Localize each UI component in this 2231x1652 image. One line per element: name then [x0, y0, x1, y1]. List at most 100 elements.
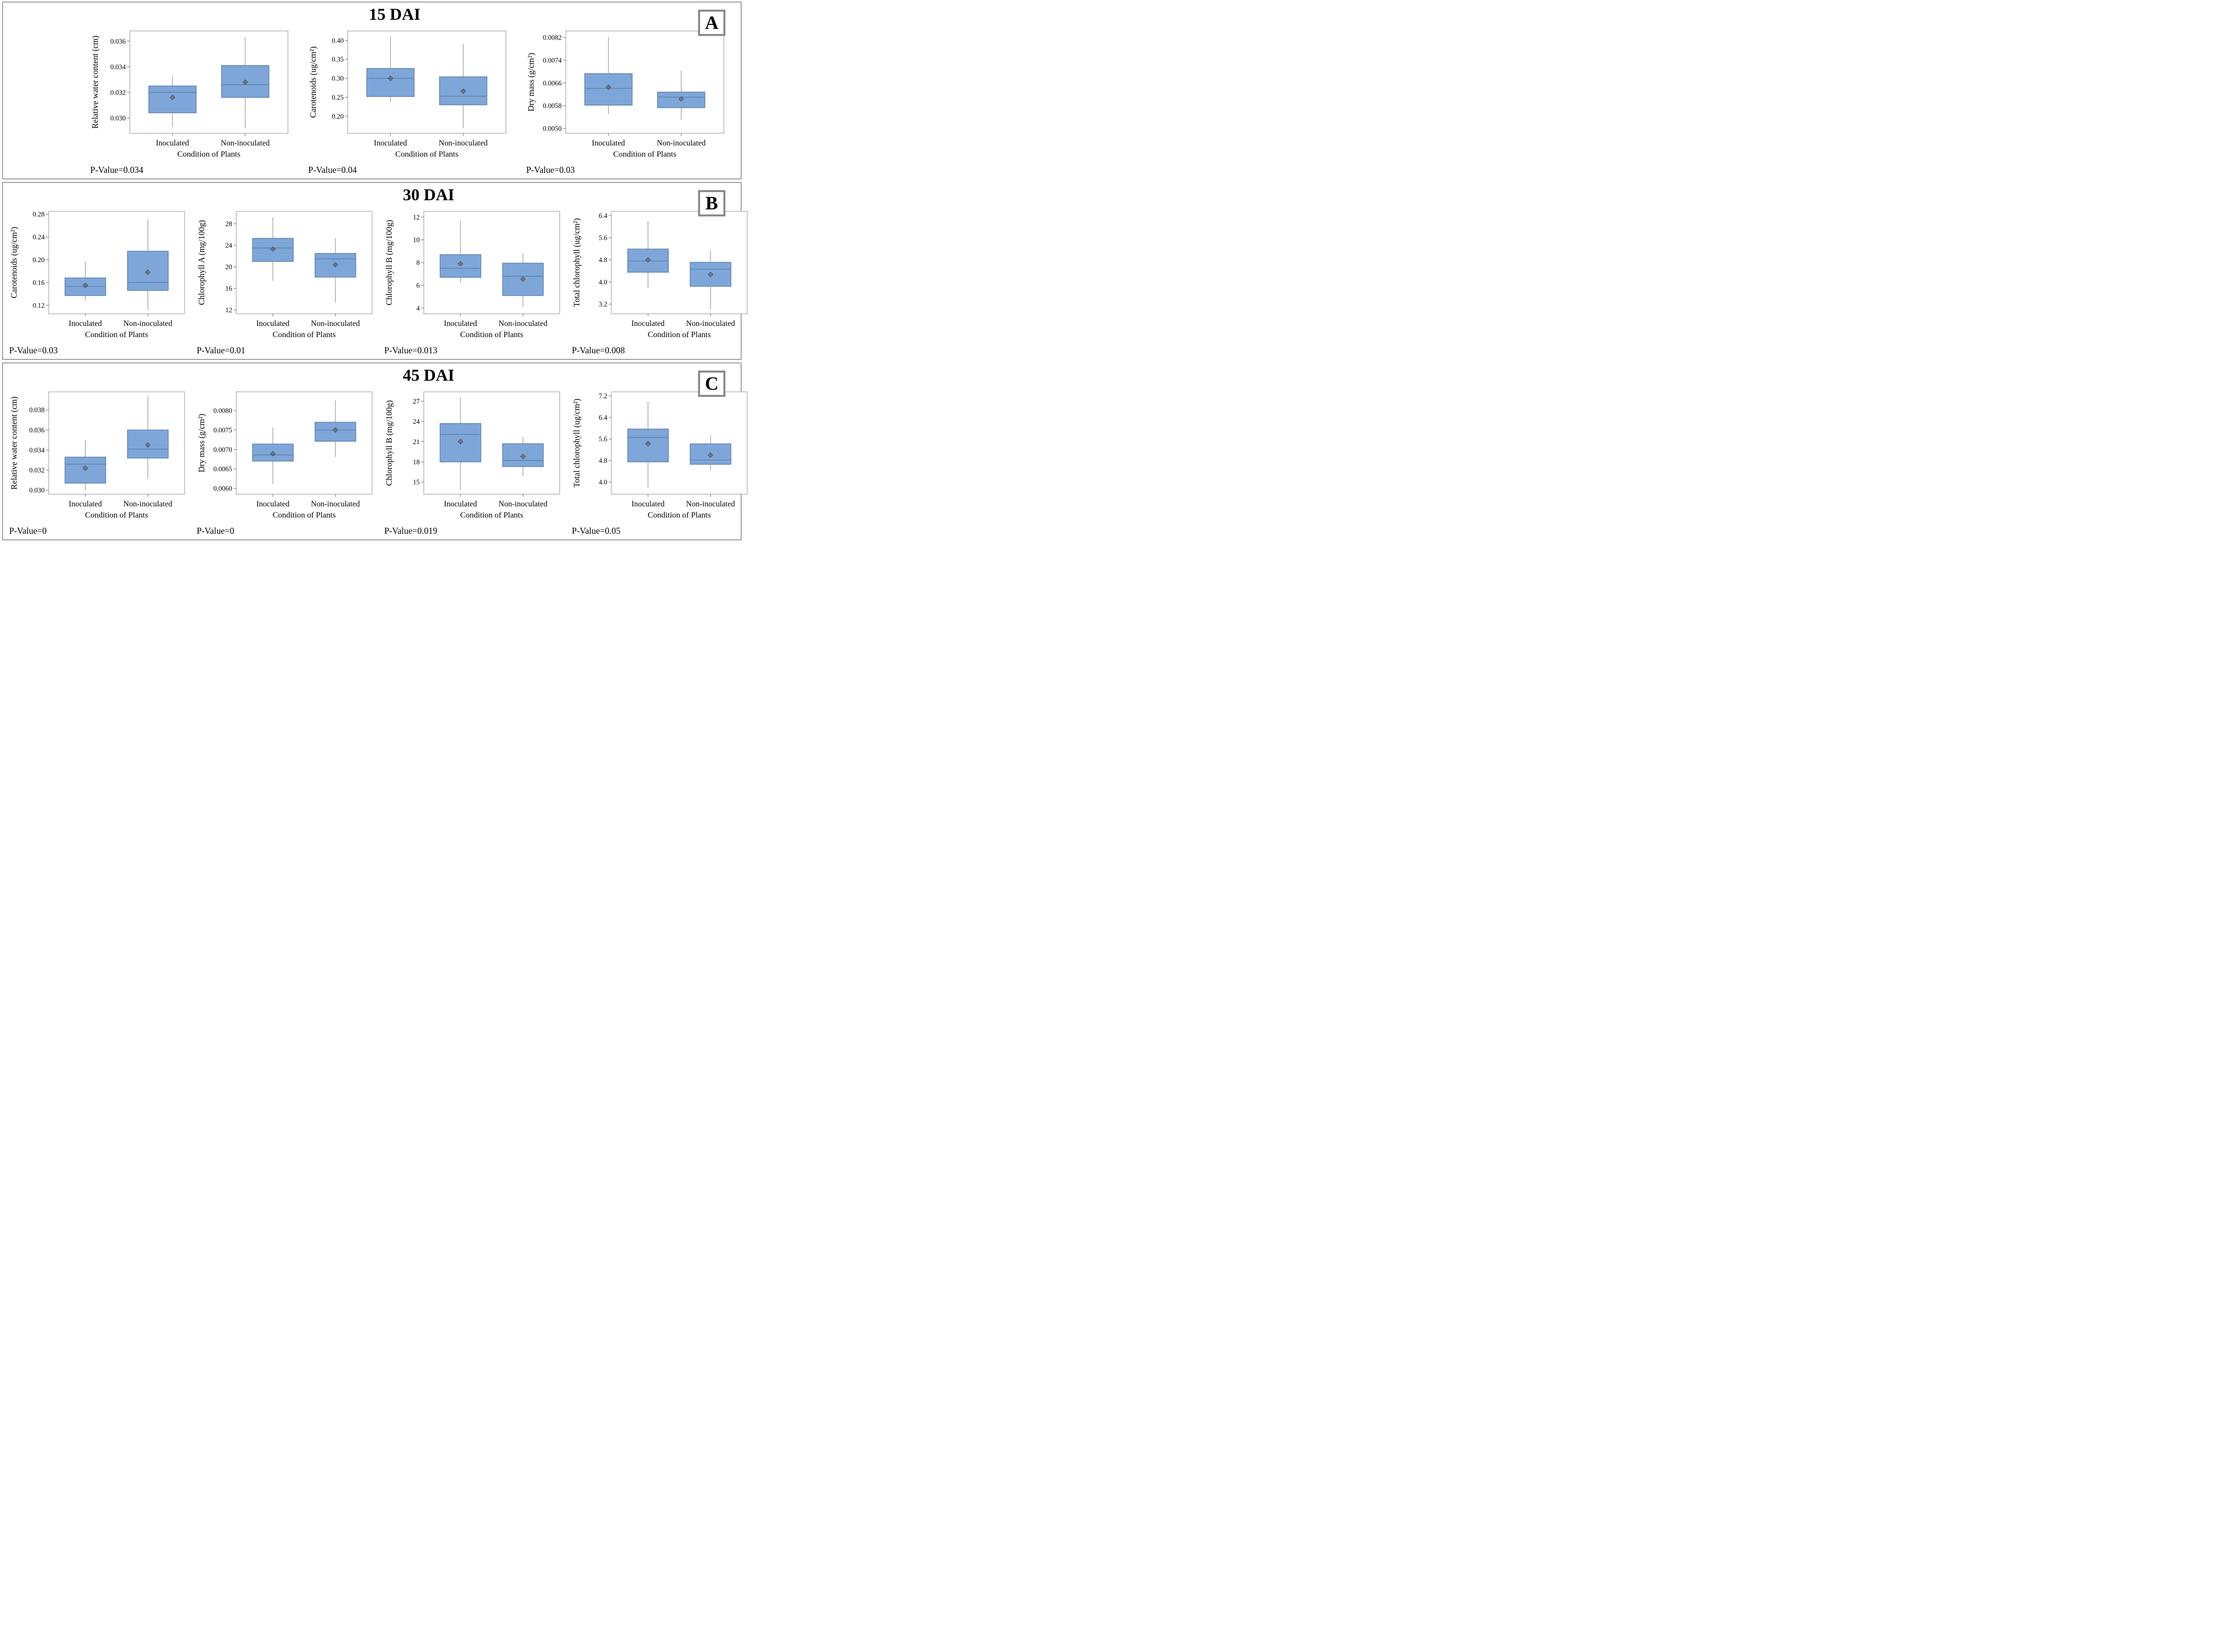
y-axis-label: Carotenoids (ug/cm²) — [9, 227, 19, 298]
category-label: Non-inoculated — [221, 139, 270, 148]
boxplot-chlorophyll-b-mg-100g: 15 18 21 24 27 Inoculated Non-inoculated Condit… — [384, 391, 560, 520]
p-value-label: P-Value=0 — [9, 526, 47, 536]
box-non-inoculated — [689, 435, 732, 470]
box-inoculated — [252, 427, 294, 484]
y-tick-label: 4 — [416, 304, 420, 312]
category-label: Non-inoculated — [498, 319, 547, 328]
p-value-label: P-Value=0.03 — [9, 345, 58, 355]
box-inoculated — [366, 36, 415, 102]
box-inoculated — [252, 217, 294, 281]
p-value-label: P-Value=0.008 — [572, 345, 625, 355]
panel-b: 30 DAI B 0.12 0.16 0.20 0.24 0.28 Inoculated N… — [2, 182, 748, 360]
charts-row-c: 0.030 0.032 0.034 0.036 0.038 Inoculated Non-i… — [3, 388, 748, 537]
y-tick-label: 4.0 — [599, 278, 607, 286]
y-axis-label: Total chlorophyll (ug/cm²) — [572, 398, 581, 487]
box-inoculated — [584, 36, 633, 114]
boxplot-dry-mass-g-cm: 0.0050 0.0058 0.0066 0.0074 0.0082 Inoculated… — [526, 30, 724, 159]
category-label: Inoculated — [69, 319, 102, 328]
x-axis-label: Condition of Plants — [85, 331, 148, 339]
y-axis-label: Chlorophyll B (mg/100g) — [384, 220, 394, 306]
panel-a: 15 DAI A 0.030 0.032 0.034 0.036 Inoculated N… — [2, 2, 742, 179]
x-axis-label: Condition of Plants — [460, 511, 523, 520]
x-axis-label: Condition of Plants — [395, 150, 458, 159]
box-non-inoculated — [314, 400, 356, 458]
panel-badge-c: C — [698, 371, 725, 397]
y-tick-label: 0.0075 — [213, 426, 232, 434]
category-label: Inoculated — [374, 139, 408, 148]
panel-title: 15 DAI — [369, 6, 421, 24]
y-tick-label: 0.036 — [29, 426, 45, 434]
y-tick-label: 0.25 — [332, 94, 344, 101]
x-axis-label: Condition of Plants — [648, 511, 711, 520]
charts-row-a: 0.030 0.032 0.034 0.036 Inoculated Non-inocul… — [3, 27, 741, 176]
y-axis-label: Carotenoids (ug/cm²) — [308, 46, 318, 118]
category-label: Non-inoculated — [439, 139, 488, 148]
category-label: Non-inoculated — [686, 500, 735, 508]
y-tick-label: 0.0050 — [543, 125, 562, 132]
y-tick-label: 10 — [413, 236, 420, 244]
y-tick-label: 0,0060 — [213, 485, 232, 492]
p-value-label: P-Value=0 — [197, 526, 235, 536]
y-tick-label: 0.24 — [32, 233, 45, 241]
y-tick-label: 0.034 — [29, 446, 45, 454]
panel-b-header: 30 DAI B — [3, 185, 741, 216]
y-axis-label: Chlorophyll A (mg/100g) — [197, 220, 206, 305]
x-axis-label: Condition of Plants — [613, 150, 676, 159]
chart-cell-chlorophyll-b-mg-100g: 15 18 21 24 27 Inoculated Non-inoculated Condit… — [383, 388, 564, 537]
x-axis-label: Condition of Plants — [273, 331, 336, 339]
panel-title: 45 DAI — [403, 366, 455, 385]
y-tick-label: 4.0 — [599, 479, 607, 486]
category-label: Inoculated — [156, 139, 190, 148]
y-tick-label: 7.2 — [599, 392, 607, 400]
y-tick-label: 6 — [416, 281, 420, 289]
chart-cell-total-chlorophyll-ug-cm: 4.0 4.8 5.6 6.4 7.2 Inoculated Non-inoculated C… — [571, 388, 751, 537]
y-axis-label: Relative water content (cm) — [9, 396, 19, 490]
category-label: Inoculated — [444, 319, 478, 328]
y-tick-label: 3.2 — [599, 300, 607, 308]
y-tick-label: 0.034 — [111, 63, 126, 70]
y-tick-label: 4.8 — [599, 457, 607, 464]
panel-badge-b: B — [698, 190, 725, 216]
box-inoculated — [627, 221, 669, 288]
box-inoculated — [64, 261, 106, 301]
category-label: Inoculated — [632, 319, 665, 328]
box-non-inoculated — [221, 37, 270, 128]
p-value-label: P-Value=0.019 — [384, 526, 437, 536]
y-tick-label: 0.20 — [332, 113, 344, 120]
y-tick-label: 21 — [413, 438, 420, 446]
y-tick-label: 0.036 — [111, 38, 126, 45]
y-tick-label: 20 — [226, 263, 233, 271]
y-tick-label: 28 — [226, 220, 233, 228]
y-tick-label: 6.4 — [599, 414, 607, 421]
x-axis-label: Condition of Plants — [460, 331, 523, 339]
boxplot-total-chlorophyll-ug-cm: 3.2 4.0 4.8 5.6 6.4 Inoculated Non-inoculated C… — [572, 211, 748, 339]
panel-c: 45 DAI C 0.030 0.032 0.034 0.036 0.038 Inocul… — [2, 362, 748, 540]
figure-root: 15 DAI A 0.030 0.032 0.034 0.036 Inoculated N… — [0, 0, 748, 542]
chart-cell-dry-mass-g-cm: 0,0060 0.0065 0.0070 0.0075 0.0080 Inoculated… — [196, 388, 376, 537]
box-non-inoculated — [127, 395, 169, 480]
category-label: Non-inoculated — [123, 319, 172, 328]
y-tick-label: 0.030 — [111, 114, 126, 122]
y-tick-label: 0.0080 — [213, 407, 232, 414]
panel-a-header: 15 DAI A — [3, 5, 741, 36]
category-label: Non-inoculated — [686, 319, 735, 328]
box-non-inoculated — [439, 44, 488, 129]
p-value-label: P-Value=0.01 — [197, 345, 245, 355]
chart-cell-total-chlorophyll-ug-cm: 3.2 4.0 4.8 5.6 6.4 Inoculated Non-inoculated C… — [571, 207, 751, 357]
category-label: Non-inoculated — [311, 500, 360, 508]
y-tick-label: 0.0082 — [543, 34, 562, 42]
p-value-label: P-Value=0.03 — [526, 165, 575, 175]
y-tick-label: 0.0074 — [543, 56, 562, 64]
category-label: Inoculated — [632, 500, 665, 508]
category-label: Non-inoculated — [123, 500, 172, 508]
boxplot-dry-mass-g-cm: 0,0060 0.0065 0.0070 0.0075 0.0080 Inoculated… — [197, 391, 373, 520]
y-tick-label: 0.12 — [32, 302, 45, 309]
y-axis-label: Total chlorophyll (ug/cm²) — [572, 218, 581, 307]
y-axis-label: Relative water content (cm) — [90, 35, 100, 129]
y-tick-label: 18 — [413, 458, 420, 466]
x-axis-label: Condition of Plants — [177, 150, 240, 159]
category-label: Inoculated — [257, 500, 290, 508]
y-tick-label: 16 — [226, 285, 233, 292]
y-tick-label: 12 — [226, 306, 233, 314]
y-axis-label: Dry mass (g/cm²) — [197, 414, 206, 472]
